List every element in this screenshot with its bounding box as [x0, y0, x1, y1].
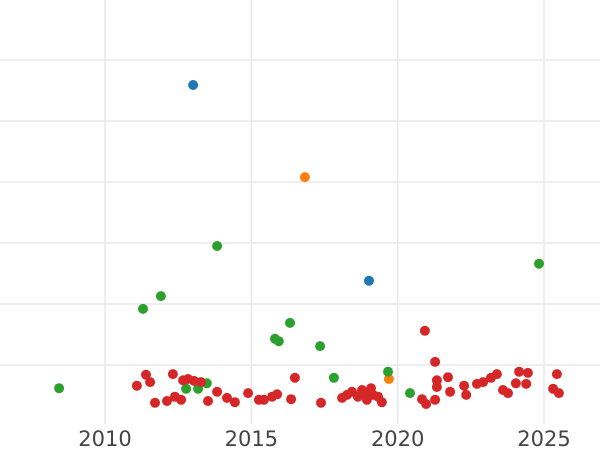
data-point-red	[430, 394, 441, 405]
data-point-red	[243, 388, 254, 399]
data-point-red	[289, 372, 300, 383]
data-point-blue	[364, 275, 374, 286]
data-point-orange	[299, 172, 310, 183]
data-point-red	[272, 389, 283, 400]
data-point-red	[510, 378, 521, 389]
data-point-red	[258, 394, 269, 405]
data-point-green	[54, 383, 65, 394]
data-point-red	[141, 369, 151, 380]
data-point-red	[521, 378, 532, 389]
data-point-red	[145, 377, 156, 388]
x-tick-label: 2020	[371, 427, 424, 450]
data-point-green	[328, 372, 339, 383]
data-point-red	[196, 377, 206, 388]
data-point-red	[222, 392, 232, 403]
data-point-green	[405, 388, 415, 399]
data-point-red	[514, 366, 525, 377]
data-point-red	[286, 394, 297, 405]
data-point-red	[503, 388, 513, 399]
data-point-green	[181, 383, 192, 394]
data-point-green	[383, 366, 393, 377]
data-point-red	[150, 397, 160, 408]
data-point-red	[212, 386, 223, 397]
data-point-green	[534, 258, 544, 269]
data-point-green	[138, 303, 148, 314]
data-point-red	[459, 380, 470, 391]
data-point-blue	[188, 80, 199, 90]
data-point-red	[478, 377, 489, 388]
data-point-green	[315, 341, 326, 352]
data-point-red	[431, 382, 442, 392]
data-point-red	[445, 386, 456, 397]
data-point-red	[491, 369, 502, 380]
data-point-red	[522, 367, 533, 378]
x-tick-label: 2015	[225, 427, 278, 450]
data-point-green	[155, 291, 166, 302]
data-point-green	[285, 317, 295, 328]
data-point-red	[551, 369, 562, 380]
data-point-green	[273, 336, 284, 347]
data-point-red	[419, 325, 430, 336]
data-point-orange	[383, 374, 394, 384]
data-point-red	[443, 372, 453, 383]
data-point-green	[212, 241, 223, 251]
data-point-red	[131, 380, 142, 391]
x-tick-label: 2010	[78, 427, 131, 450]
data-point-red	[376, 397, 387, 408]
data-point-red	[421, 399, 432, 409]
data-point-red	[229, 397, 240, 408]
x-tick-label: 2025	[517, 427, 570, 450]
data-point-red	[176, 394, 187, 405]
data-point-red	[316, 397, 326, 408]
data-point-red	[162, 396, 172, 406]
data-point-red	[430, 356, 441, 367]
data-point-red	[461, 389, 472, 400]
data-point-red	[167, 369, 178, 380]
data-point-red	[553, 388, 564, 399]
data-point-red	[203, 396, 213, 406]
